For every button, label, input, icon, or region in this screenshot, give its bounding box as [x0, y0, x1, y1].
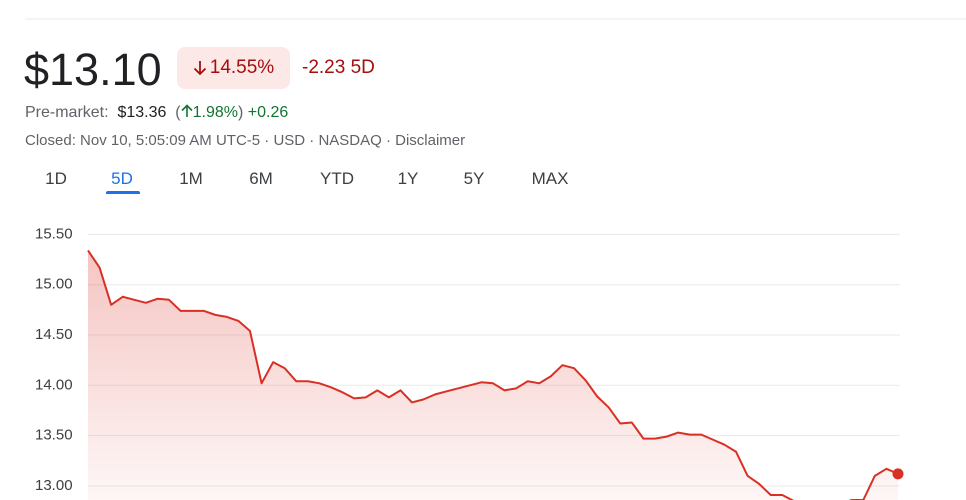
status-text: Closed: Nov 10, 5:05:09 AM UTC-5 · USD ·…	[25, 132, 396, 149]
price-line	[87, 249, 899, 500]
y-tick-label: 15.50	[35, 225, 73, 242]
disclaimer-link[interactable]: Disclaimer	[395, 132, 466, 149]
pre-market-change-percent: 1.98%	[192, 104, 238, 121]
price: $13.10	[24, 44, 162, 95]
last-point	[892, 468, 904, 480]
tab-underline	[106, 191, 140, 194]
up-arrow	[181, 104, 193, 117]
range-tab[interactable]: 1M	[179, 169, 203, 188]
range-tab[interactable]: YTD	[320, 169, 354, 188]
y-tick-label: 15.00	[35, 276, 73, 293]
change: -2.23 5D	[302, 57, 375, 79]
y-tick-label: 14.50	[35, 326, 73, 343]
y-tick-label: 13.50	[35, 427, 73, 444]
period: 5D	[350, 57, 375, 78]
y-tick-label: 14.00	[35, 376, 73, 393]
paren: )	[238, 104, 244, 121]
range-tab[interactable]: 1D	[45, 169, 67, 188]
plot	[87, 249, 904, 500]
y-tick-label: 13.00	[35, 477, 73, 494]
pre-market-change: +0.26	[247, 104, 289, 121]
range-tab[interactable]: 6M	[249, 169, 273, 188]
change-percent: 14.55%	[209, 57, 275, 78]
change-badge: 14.55%	[177, 47, 290, 89]
down-arrow	[193, 61, 206, 76]
status: Closed: Nov 10, 5:05:09 AM UTC-5 · USD ·…	[25, 132, 465, 149]
range-tab[interactable]: 5Y	[463, 169, 485, 188]
paren: (	[175, 104, 181, 121]
change-abs: -2.23	[302, 57, 346, 78]
range-tab[interactable]: MAX	[531, 169, 569, 188]
pre-market-price: $13.36	[117, 104, 167, 121]
pre-market-label: Pre-market:	[25, 104, 109, 121]
pre-market: Pre-market: $13.36 (1.98%) +0.26	[25, 104, 288, 122]
range-tab[interactable]: 5D	[111, 169, 133, 188]
area	[88, 250, 898, 500]
range-tab[interactable]: 1Y	[397, 169, 419, 188]
